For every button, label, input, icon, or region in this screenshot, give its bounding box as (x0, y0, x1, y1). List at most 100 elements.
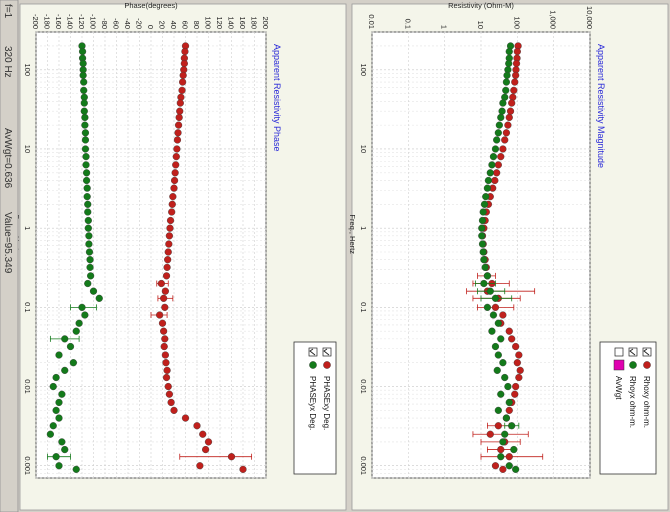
data-point[interactable] (488, 327, 496, 335)
data-point[interactable] (78, 47, 87, 56)
data-point[interactable] (81, 136, 90, 144)
data-point[interactable] (162, 373, 171, 382)
data-point[interactable] (512, 465, 520, 473)
data-point[interactable] (510, 86, 518, 94)
data-point[interactable] (478, 216, 487, 225)
data-point[interactable] (55, 398, 63, 407)
data-point[interactable] (89, 287, 98, 295)
data-point[interactable] (166, 224, 174, 232)
data-point[interactable] (495, 121, 503, 129)
data-point[interactable] (511, 78, 519, 86)
data-point[interactable] (491, 145, 500, 153)
data-point[interactable] (55, 462, 63, 470)
data-point[interactable] (480, 279, 488, 288)
data-point[interactable] (49, 382, 57, 391)
data-point[interactable] (512, 59, 521, 68)
data-point[interactable] (85, 248, 94, 256)
data-point[interactable] (95, 294, 103, 302)
data-point[interactable] (512, 382, 520, 391)
data-point[interactable] (491, 294, 500, 302)
data-point[interactable] (482, 193, 490, 201)
data-point[interactable] (83, 184, 91, 192)
data-point[interactable] (52, 373, 60, 382)
data-point[interactable] (52, 453, 60, 461)
data-point[interactable] (61, 366, 69, 374)
data-point[interactable] (169, 193, 177, 201)
data-point[interactable] (78, 303, 86, 311)
data-point[interactable] (165, 240, 173, 248)
data-point[interactable] (66, 342, 75, 351)
data-point[interactable] (493, 169, 501, 177)
data-point[interactable] (501, 430, 509, 438)
data-point[interactable] (80, 78, 88, 86)
data-point[interactable] (161, 287, 169, 295)
data-point[interactable] (61, 335, 69, 343)
data-point[interactable] (174, 121, 183, 129)
data-point[interactable] (84, 208, 92, 216)
data-point[interactable] (82, 169, 91, 177)
plot-area[interactable] (371, 31, 591, 479)
data-point[interactable] (199, 430, 207, 438)
data-point[interactable] (161, 351, 169, 359)
plot-area[interactable] (35, 31, 267, 479)
data-point[interactable] (498, 107, 506, 115)
data-point[interactable] (505, 453, 513, 461)
data-point[interactable] (491, 176, 499, 185)
data-point[interactable] (504, 121, 512, 129)
data-point[interactable] (82, 161, 90, 169)
data-point[interactable] (478, 240, 487, 248)
data-point[interactable] (501, 136, 509, 144)
data-point[interactable] (494, 351, 502, 359)
data-point[interactable] (491, 462, 500, 470)
data-point[interactable] (80, 99, 88, 107)
data-point[interactable] (55, 351, 63, 359)
resistivity-magnitude-panel[interactable]: Apparent Resistivity Magnitude 10,000 1,00… (348, 1, 669, 511)
data-point[interactable] (505, 398, 513, 407)
data-point[interactable] (160, 294, 168, 302)
data-point[interactable] (486, 169, 494, 177)
data-point[interactable] (497, 445, 505, 454)
data-point[interactable] (513, 359, 521, 367)
data-point[interactable] (158, 319, 167, 327)
data-point[interactable] (506, 107, 515, 115)
data-point[interactable] (161, 303, 169, 311)
data-point[interactable] (513, 47, 521, 56)
data-point[interactable] (488, 161, 496, 169)
data-point[interactable] (502, 78, 510, 86)
data-point[interactable] (512, 71, 520, 79)
data-point[interactable] (163, 263, 171, 271)
data-point[interactable] (497, 335, 505, 343)
data-point[interactable] (179, 78, 187, 86)
data-point[interactable] (478, 232, 486, 240)
data-point[interactable] (515, 373, 523, 382)
data-point[interactable] (478, 224, 486, 232)
data-point[interactable] (86, 256, 94, 264)
data-point[interactable] (499, 465, 507, 473)
data-point[interactable] (505, 59, 513, 68)
data-point[interactable] (486, 287, 494, 295)
data-point[interactable] (171, 169, 179, 177)
data-point[interactable] (483, 272, 491, 280)
data-point[interactable] (196, 462, 204, 470)
data-point[interactable] (508, 335, 516, 343)
data-point[interactable] (173, 136, 182, 144)
checkbox-icon[interactable] (614, 347, 624, 357)
data-point[interactable] (499, 359, 507, 367)
data-point[interactable] (494, 406, 502, 414)
data-point[interactable] (58, 390, 66, 398)
data-point[interactable] (156, 311, 164, 319)
data-point[interactable] (166, 216, 175, 225)
data-point[interactable] (81, 113, 89, 122)
data-point[interactable] (80, 107, 88, 115)
data-point[interactable] (494, 422, 502, 430)
data-point[interactable] (227, 453, 236, 461)
data-point[interactable] (58, 438, 66, 446)
data-point[interactable] (511, 390, 519, 398)
data-point[interactable] (494, 129, 502, 137)
data-point[interactable] (481, 263, 489, 271)
data-point[interactable] (493, 136, 501, 144)
data-point[interactable] (172, 161, 180, 169)
data-point[interactable] (504, 382, 512, 391)
data-point[interactable] (46, 430, 54, 438)
data-point[interactable] (505, 406, 513, 414)
